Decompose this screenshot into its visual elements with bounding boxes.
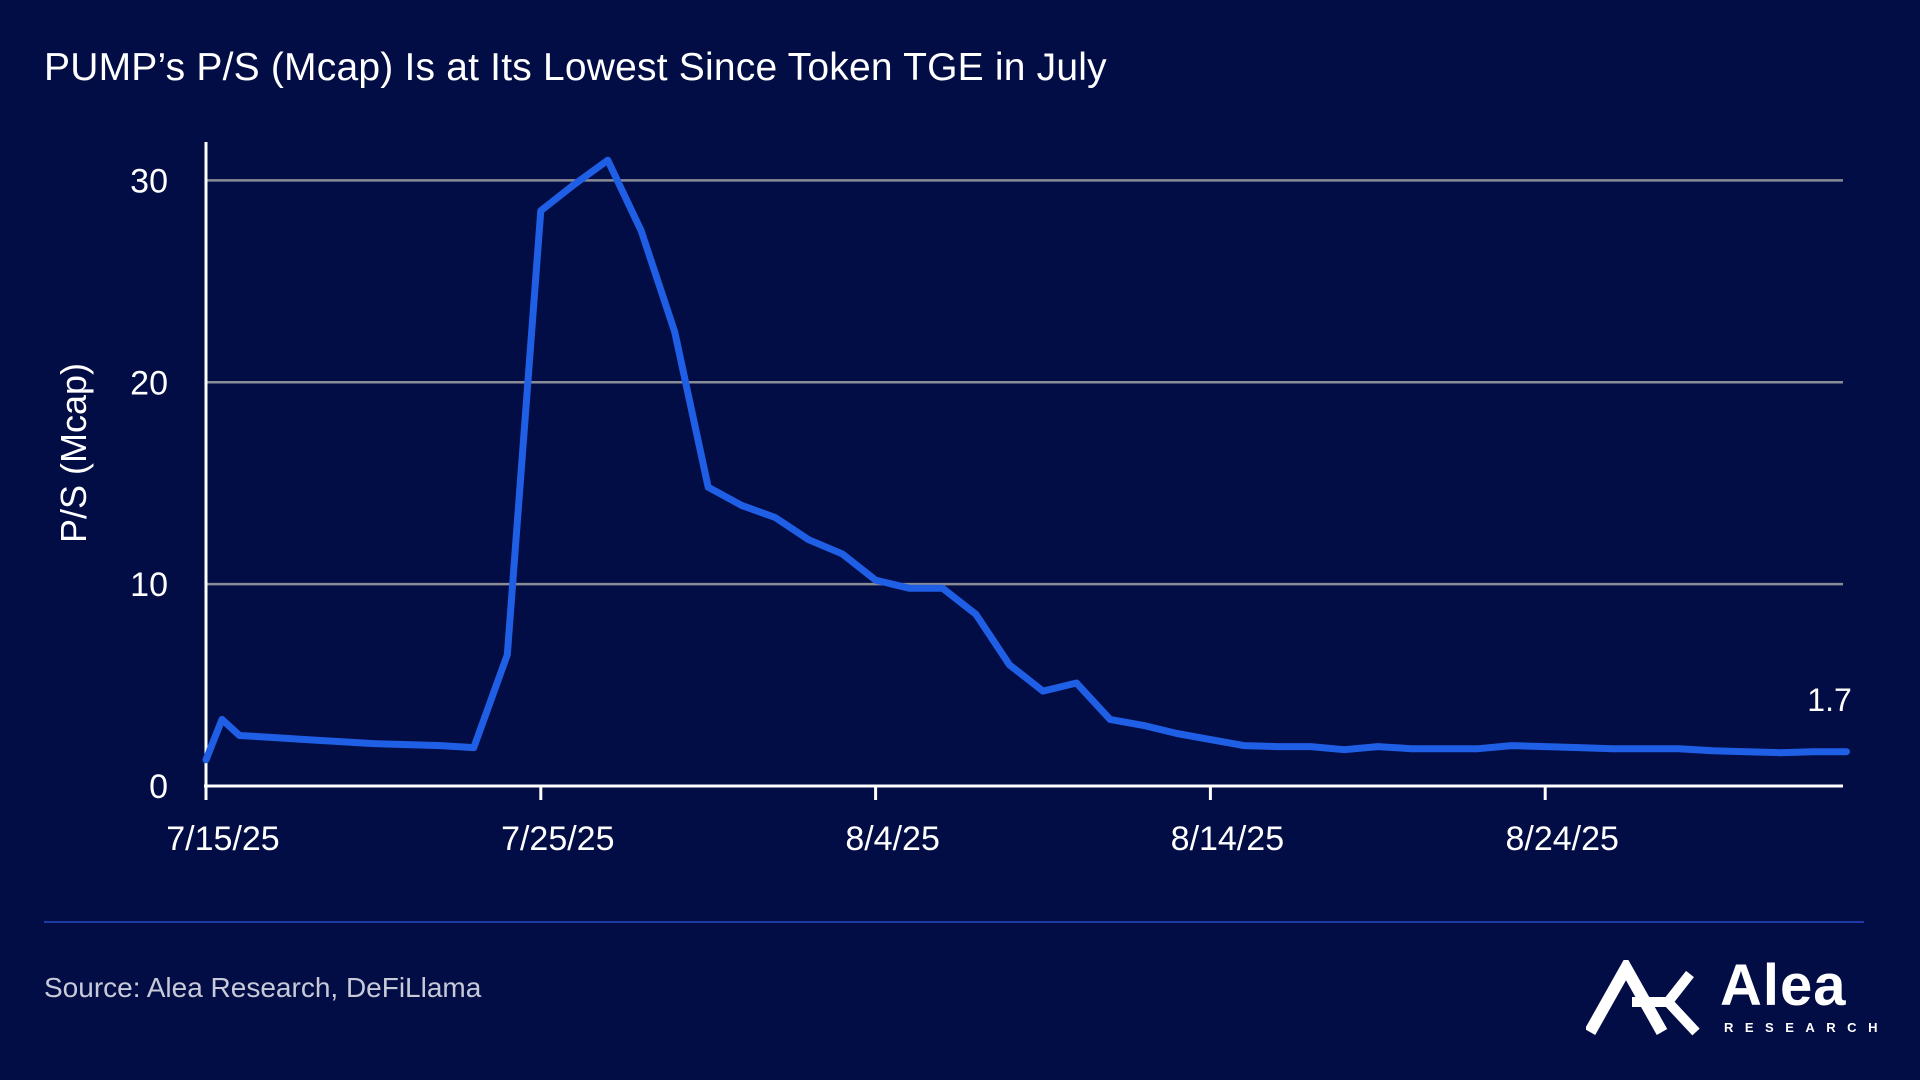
y-tick-label: 30 [130,162,168,200]
axes [204,142,1843,800]
brand-logo: Alea RESEARCH [1586,953,1877,1038]
chart-title: PUMP’s P/S (Mcap) Is at Its Lowest Since… [44,46,1107,89]
x-tick-label: 7/15/25 [166,820,279,858]
y-tick-label: 10 [130,566,168,604]
x-tick-label: 8/4/25 [845,820,940,858]
series-layer [202,156,1850,764]
x-tick-label: 8/24/25 [1505,820,1618,858]
x-tick-label: 8/14/25 [1171,820,1284,858]
brand-subtitle: RESEARCH [1724,1020,1889,1035]
gridlines [206,179,1843,586]
alea-logo-icon [1586,960,1700,1036]
x-tick-label: 7/25/25 [501,820,614,858]
end-value-label: 1.7 [1807,682,1851,718]
footer-divider [44,921,1864,923]
brand-name: Alea [1720,953,1847,1018]
y-axis-label: P/S (Mcap) [53,363,94,543]
source-note: Source: Alea Research, DeFiLlama [44,972,482,1003]
tick-labels: 0 10 20 30 7/15/25 7/25/25 8/4/25 8/14/25 8/24/2… [130,162,1619,858]
y-tick-label: 20 [130,364,168,402]
y-tick-label: 0 [149,768,168,806]
series-line [202,156,1850,764]
